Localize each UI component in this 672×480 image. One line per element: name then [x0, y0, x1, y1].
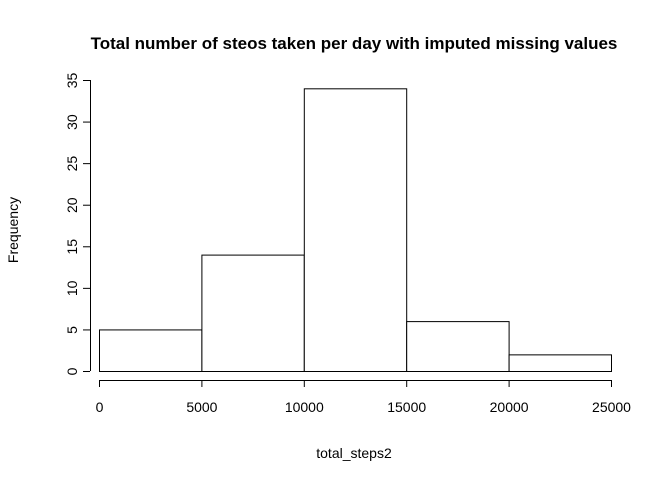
chart-title: Total number of steos taken per day with… — [91, 34, 618, 53]
bars-group — [99, 88, 613, 373]
y-axis: 0 5 10 15 20 25 30 35 — [64, 73, 91, 375]
y-tick-label: 10 — [64, 280, 80, 296]
y-tick-label: 0 — [64, 367, 80, 375]
x-axis: 0 5000 10000 15000 20000 25000 — [96, 380, 631, 415]
x-tick-label: 20000 — [490, 399, 529, 415]
y-tick-label: 20 — [64, 197, 80, 213]
x-tick-label: 25000 — [592, 399, 631, 415]
y-tick-label: 25 — [64, 156, 80, 172]
x-tick-label: 10000 — [285, 399, 324, 415]
y-tick-label: 5 — [64, 326, 80, 334]
histogram-bar-5 — [508, 354, 613, 372]
x-tick-label: 15000 — [387, 399, 426, 415]
histogram-bar-1 — [99, 329, 203, 372]
x-axis-label: total_steps2 — [316, 445, 392, 461]
x-tick-label: 5000 — [186, 399, 217, 415]
histogram-bar-2 — [201, 254, 305, 373]
y-tick-label: 15 — [64, 239, 80, 255]
y-tick-label: 35 — [64, 73, 80, 89]
y-axis-label: Frequency — [5, 197, 21, 263]
histogram-bar-4 — [406, 321, 510, 373]
histogram-bar-3 — [303, 88, 408, 372]
x-tick-label: 0 — [96, 399, 104, 415]
y-tick-label: 30 — [64, 114, 80, 130]
